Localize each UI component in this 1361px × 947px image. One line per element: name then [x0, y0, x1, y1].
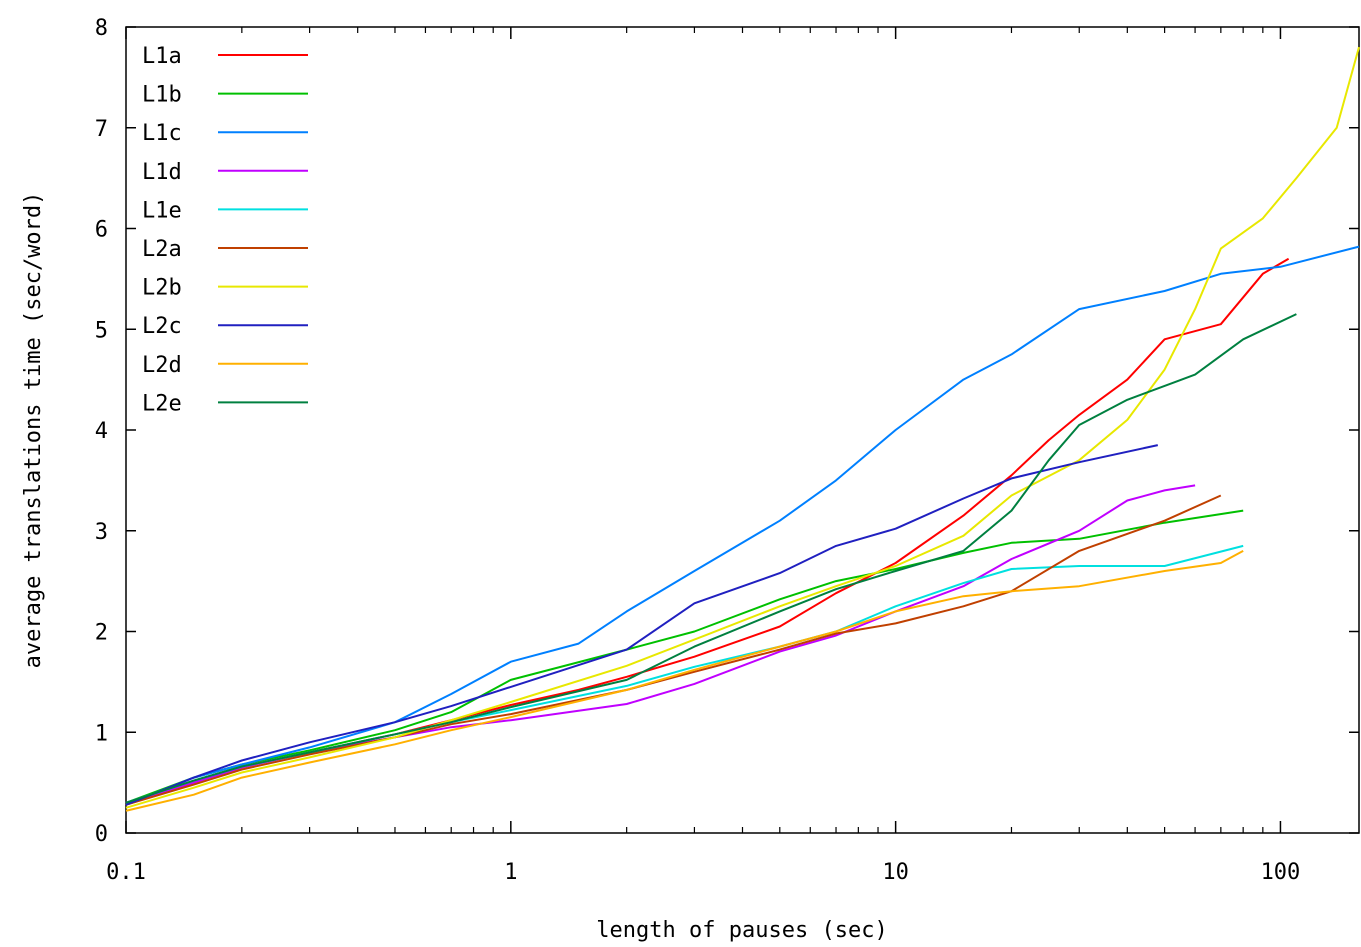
- y-tick-label: 1: [95, 721, 108, 746]
- series-line-l1c: [125, 245, 1360, 806]
- y-tick-label: 3: [95, 520, 108, 545]
- y-tick-label: 2: [95, 621, 108, 646]
- x-tick-label: 1: [504, 860, 517, 885]
- x-tick-label: 0.1: [106, 860, 146, 885]
- series-line-l2b: [125, 46, 1360, 809]
- legend-label-l1a: L1a: [142, 44, 182, 69]
- series-line-l1b: [125, 509, 1244, 804]
- legend-label-l1c: L1c: [142, 121, 182, 146]
- x-tick-label: 100: [1261, 860, 1301, 885]
- y-tick-label: 5: [95, 318, 108, 343]
- legend-label-l2b: L2b: [142, 276, 182, 301]
- ticks: [125, 26, 1359, 834]
- series-line-l2a: [125, 494, 1222, 806]
- y-tick-label: 8: [95, 16, 108, 41]
- legend-label-l1b: L1b: [142, 83, 182, 108]
- legend-label-l1e: L1e: [142, 198, 182, 223]
- y-tick-label: 7: [95, 117, 108, 142]
- legend: L1a L1b L1c L1d L1e L2a L2b L2c L2d L2e: [142, 44, 308, 416]
- series-line-l2c: [125, 444, 1159, 806]
- x-tick-label: 10: [882, 860, 909, 885]
- plot-frame: [125, 26, 1360, 834]
- legend-label-l2d: L2d: [142, 353, 182, 378]
- series-line-l2e: [125, 313, 1297, 804]
- series-line-l2d: [125, 550, 1244, 812]
- legend-label-l2c: L2c: [142, 314, 182, 339]
- tick-labels: 0 1 2 3 4 5 6 7 8 0.1 1 10 100: [95, 16, 1301, 885]
- y-axis-label: average translations time (sec/word): [21, 192, 46, 669]
- legend-label-l2a: L2a: [142, 237, 182, 262]
- legend-label-l1d: L1d: [142, 160, 182, 185]
- y-tick-label: 0: [95, 822, 108, 847]
- y-tick-label: 6: [95, 218, 108, 243]
- x-axis-label: length of pauses (sec): [596, 918, 887, 943]
- legend-label-l2e: L2e: [142, 391, 182, 416]
- y-tick-label: 4: [95, 419, 108, 444]
- series-lines: [125, 46, 1360, 812]
